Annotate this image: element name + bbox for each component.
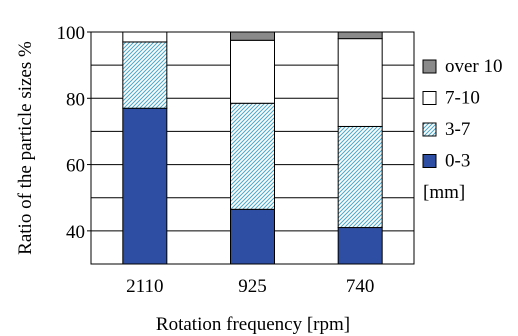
bar-segment-3-7 bbox=[230, 102, 275, 210]
legend-label: over 10 bbox=[445, 56, 503, 77]
legend-swatch-0-3 bbox=[422, 154, 437, 168]
legend-swatch-3-7 bbox=[422, 122, 437, 137]
x-tick-label: 925 bbox=[238, 276, 267, 297]
y-tick-label: 80 bbox=[66, 89, 85, 110]
x-tick-label: 740 bbox=[346, 276, 375, 297]
y-axis-label: Ratio of the particle sizes % bbox=[15, 41, 36, 255]
bar-segment-over-10 bbox=[337, 31, 383, 40]
legend-swatch-over-10 bbox=[422, 59, 437, 74]
bar-segment-over-10 bbox=[230, 31, 275, 41]
y-tick-label: 100 bbox=[57, 23, 86, 44]
x-tick-label: 2110 bbox=[126, 276, 163, 297]
bar-segment-3-7 bbox=[122, 41, 168, 109]
y-tick-label: 40 bbox=[66, 222, 85, 243]
legend: over 10 7-10 3-7 0-3 [mm] bbox=[422, 56, 503, 203]
legend-label: 0-3 bbox=[445, 151, 470, 172]
legend-label: 3-7 bbox=[445, 119, 470, 140]
legend-unit: [mm] bbox=[423, 182, 465, 203]
bar-segment-0-3 bbox=[122, 107, 168, 265]
bar-segment-7-10 bbox=[122, 31, 168, 43]
bar-segment-0-3 bbox=[337, 227, 383, 265]
bar-segment-0-3 bbox=[230, 208, 275, 265]
legend-label: 7-10 bbox=[445, 88, 480, 109]
bar-segment-3-7 bbox=[337, 125, 383, 229]
bar-segment-7-10 bbox=[230, 39, 275, 104]
legend-swatch-7-10 bbox=[422, 91, 437, 105]
plot-area: 40 60 80 100 2110 925 740 bbox=[57, 23, 415, 297]
bar-segment-7-10 bbox=[337, 38, 383, 127]
x-axis-label: Rotation frequency [rpm] bbox=[156, 314, 350, 335]
y-tick-label: 60 bbox=[66, 156, 85, 177]
